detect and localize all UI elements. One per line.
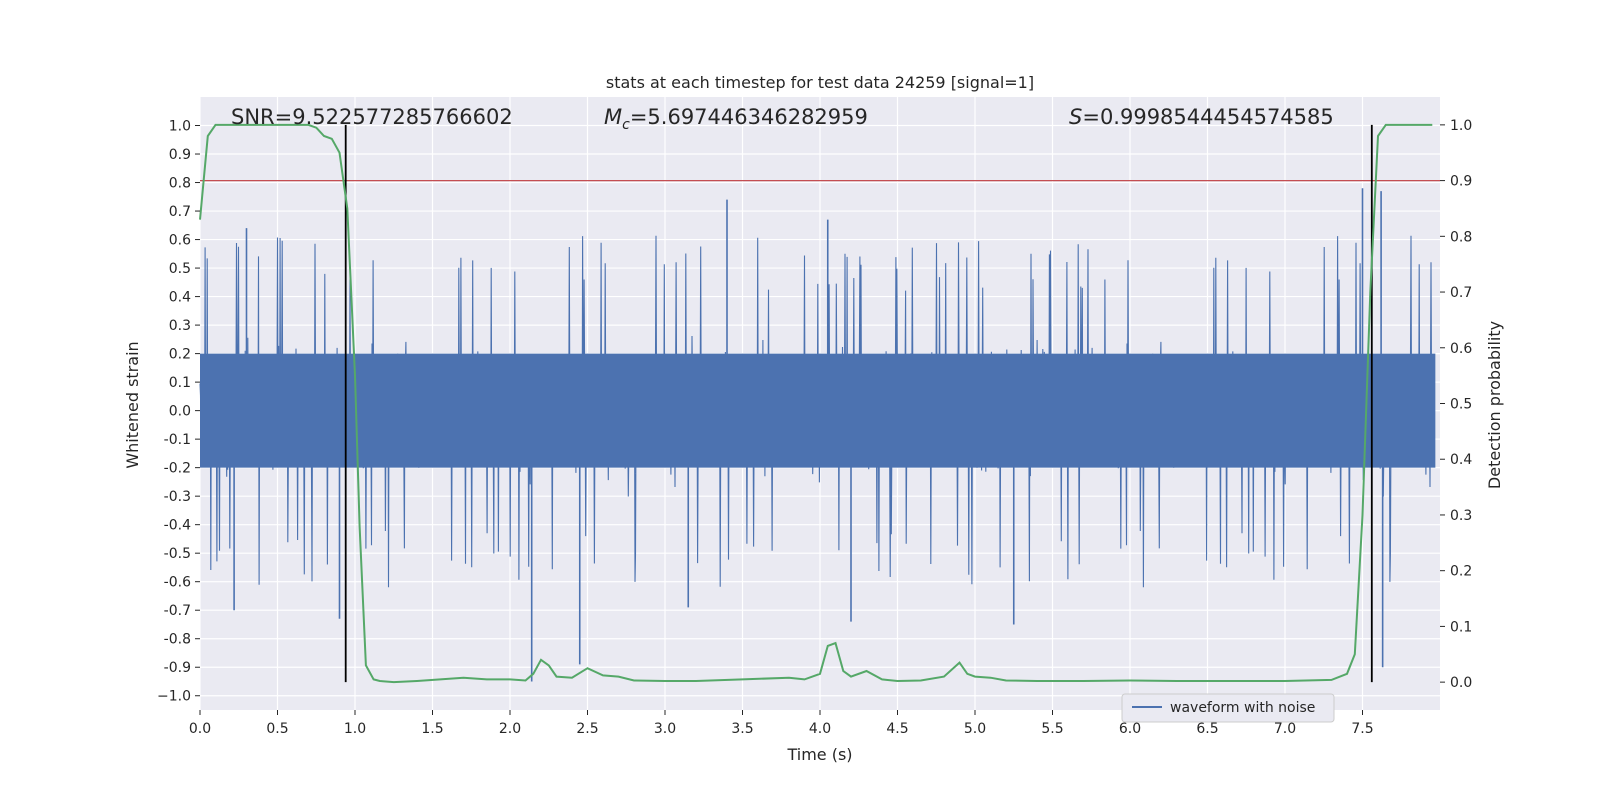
x-tick-label: 6.5 [1196, 721, 1218, 737]
y-tick-label: -0.7 [164, 603, 191, 619]
detection-vertical-lines [344, 124, 1373, 683]
y2-axis-ticks: 1.0 0.9 0.8 0.7 0.6 0.5 0.4 0.3 0.2 0.1 0.0 [1440, 118, 1472, 691]
x-tick-label: 1.5 [421, 721, 443, 737]
legend-box [1121, 693, 1335, 723]
y-tick-label: 0.5 [169, 261, 191, 277]
y2-tick-label: 0.7 [1450, 285, 1472, 301]
y2-tick-label: 0.3 [1450, 508, 1472, 524]
y-tick-label: 1.0 [169, 119, 191, 135]
y-tick-label: -0.3 [164, 489, 191, 505]
y-tick-label: 0.0 [169, 404, 191, 420]
y-tick-label: -0.9 [164, 660, 191, 676]
y-tick-label: 0.3 [169, 318, 191, 334]
x-tick-label: 7.5 [1351, 721, 1373, 737]
x-tick-label: 4.5 [886, 721, 908, 737]
y2-tick-label: 0.8 [1450, 229, 1472, 245]
y-tick-label: 0.2 [169, 347, 191, 363]
y-tick-label: -0.8 [164, 632, 191, 648]
y2-tick-label: 0.1 [1450, 619, 1472, 635]
y-tick-label: 0.6 [169, 233, 191, 249]
y-tick-label: -0.2 [164, 461, 191, 477]
y-tick-label: 0.4 [169, 290, 191, 306]
y-tick-label: 0.1 [169, 375, 191, 391]
y-tick-label: −1.0 [157, 689, 191, 705]
legend: waveform with noise [1121, 693, 1335, 723]
x-tick-label: 3.5 [731, 721, 753, 737]
score-symbol: S [1069, 105, 1082, 129]
y2-tick-label: 0.0 [1450, 675, 1472, 691]
chirp-mass-value: =5.697446346282959 [630, 105, 868, 129]
x-axis-ticks: 0.0 0.5 1.0 1.5 2.0 2.5 3.0 3.5 4.0 4.5 5.0 5.5 6.0 6… [189, 710, 1374, 737]
x-tick-label: 1.0 [344, 721, 366, 737]
score-value: =0.9998544454574585 [1082, 105, 1333, 129]
y-tick-label: 0.7 [169, 204, 191, 220]
score-annotation: S=0.9998544454574585 [1069, 105, 1334, 129]
x-tick-label: 6.0 [1119, 721, 1141, 737]
y-axis-title: Whitened strain [123, 341, 142, 468]
y2-tick-label: 0.9 [1450, 174, 1472, 190]
y-tick-label: 0.8 [169, 176, 191, 192]
x-tick-label: 0.5 [266, 721, 288, 737]
y2-tick-label: 1.0 [1450, 118, 1472, 134]
chart-title: stats at each timestep for test data 242… [606, 73, 1034, 92]
y-tick-label: -0.4 [164, 518, 191, 534]
x-tick-label: 2.0 [499, 721, 521, 737]
x-tick-label: 4.0 [809, 721, 831, 737]
x-tick-label: 7.0 [1274, 721, 1296, 737]
series-detection-probability [199, 123, 1433, 684]
x-tick-label: 3.0 [654, 721, 676, 737]
chirp-mass-symbol: M [604, 105, 622, 129]
y-tick-label: -0.6 [164, 575, 191, 591]
y-tick-label: -0.1 [164, 432, 191, 448]
y-axis-ticks: 1.0 0.9 0.8 0.7 0.6 0.5 0.4 0.3 0.2 0.1 0.0 -0.1 -0.… [157, 119, 200, 705]
series-waveform-with-noise [199, 188, 1436, 682]
snr-annotation: SNR=9.522577285766602 [231, 105, 513, 129]
y2-tick-label: 0.5 [1450, 397, 1472, 413]
chirp-mass-annotation: Mc=5.697446346282959 [604, 105, 868, 133]
chirp-mass-subscript: c [622, 117, 630, 133]
legend-label: waveform with noise [1170, 700, 1315, 716]
x-tick-label: 2.5 [576, 721, 598, 737]
y2-tick-label: 0.2 [1450, 564, 1472, 580]
y2-tick-label: 0.6 [1450, 341, 1472, 357]
x-tick-label: 5.5 [1041, 721, 1063, 737]
y2-tick-label: 0.4 [1450, 452, 1472, 468]
y2-axis-title: Detection probability [1485, 321, 1504, 489]
y-tick-label: -0.5 [164, 546, 191, 562]
y-tick-label: 0.9 [169, 147, 191, 163]
x-tick-label: 5.0 [964, 721, 986, 737]
x-tick-label: 0.0 [189, 721, 211, 737]
x-axis-title: Time (s) [786, 745, 852, 764]
waveform-core [200, 353, 1436, 468]
